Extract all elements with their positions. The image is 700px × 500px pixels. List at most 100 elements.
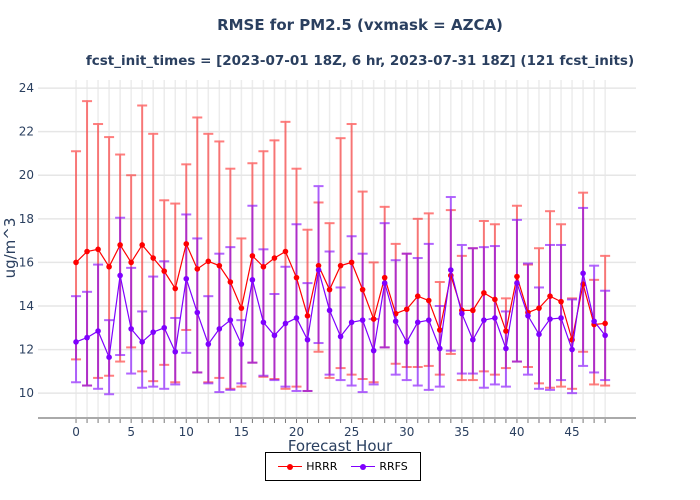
rrfs-point xyxy=(227,317,234,323)
hrrr-point xyxy=(216,262,223,269)
hrrr-point xyxy=(271,255,278,261)
hrrr-point xyxy=(95,246,101,253)
hrrr-point xyxy=(293,274,300,281)
x-tick-label: 25 xyxy=(344,425,359,439)
x-tick-label: 35 xyxy=(454,425,469,439)
y-tick-label: 12 xyxy=(19,343,34,357)
legend-swatch-rrfs xyxy=(351,462,376,472)
rrfs-point xyxy=(304,336,311,343)
hrrr-point xyxy=(602,320,608,327)
chart-subtitle: fcst_init_times = [2023-07-01 18Z, 6 hr,… xyxy=(85,53,635,69)
rrfs-point xyxy=(95,328,101,334)
rrfs-point xyxy=(425,317,432,323)
y-tick-label: 16 xyxy=(19,255,34,269)
rrfs-point xyxy=(481,317,487,323)
hrrr-point xyxy=(205,258,212,265)
hrrr-point xyxy=(514,273,520,280)
hrrr-point xyxy=(106,263,112,270)
rrfs-point xyxy=(569,346,575,353)
rrfs-point xyxy=(117,272,123,279)
rrfs-point xyxy=(238,341,245,347)
hrrr-point xyxy=(414,293,421,299)
hrrr-point xyxy=(172,285,179,292)
rrfs-point xyxy=(315,267,322,273)
y-tick-label: 20 xyxy=(19,168,34,182)
rrfs-point xyxy=(436,345,443,352)
rrfs-point xyxy=(359,317,366,323)
legend-swatch-hrrr xyxy=(278,462,303,472)
rrfs-point xyxy=(348,319,355,326)
rrfs-point xyxy=(139,339,145,345)
hrrr-point xyxy=(536,305,542,311)
hrrr-point xyxy=(161,268,168,274)
legend-item-rrfs: RRFS xyxy=(351,460,408,473)
rrfs-point xyxy=(293,315,300,321)
rrfs-point xyxy=(459,310,465,317)
hrrr-point xyxy=(117,242,123,248)
hrrr-point xyxy=(326,286,333,293)
chart-title: RMSE for PM2.5 (vxmask = AZCA) xyxy=(217,16,503,34)
y-tick-label: 18 xyxy=(19,212,34,226)
legend-item-hrrr: HRRR xyxy=(278,460,337,473)
rrfs-point xyxy=(591,318,597,325)
rrfs-point xyxy=(392,318,399,325)
rrfs-point xyxy=(249,277,256,283)
x-tick-label: 40 xyxy=(509,425,524,439)
rrfs-point xyxy=(106,354,112,360)
hrrr-point xyxy=(315,262,322,269)
rrfs-point xyxy=(602,332,608,339)
hrrr-point xyxy=(238,305,245,311)
hrrr-point xyxy=(403,306,410,313)
rrfs-point xyxy=(580,270,586,277)
hrrr-point xyxy=(282,248,289,255)
rrfs-point xyxy=(558,315,564,321)
rrfs-point xyxy=(370,347,377,354)
rrfs-point xyxy=(216,326,223,332)
rrfs-point xyxy=(326,307,333,314)
x-tick-label: 10 xyxy=(179,425,194,439)
hrrr-point xyxy=(227,279,234,285)
hrrr-point xyxy=(481,290,487,296)
rrfs-point xyxy=(260,319,267,326)
rrfs-error-bars xyxy=(71,185,611,396)
rrfs-point xyxy=(84,334,90,341)
rrfs-point xyxy=(271,332,278,339)
rrfs-point xyxy=(128,326,134,332)
rrfs-point xyxy=(547,316,553,322)
hrrr-point xyxy=(337,262,344,269)
rrfs-point xyxy=(381,280,388,286)
hrrr-point xyxy=(359,286,366,293)
legend-label: RRFS xyxy=(379,460,408,473)
rrfs-point xyxy=(470,336,476,343)
y-tick-label: 22 xyxy=(19,125,34,139)
rrfs-point xyxy=(194,309,201,316)
rrfs-point xyxy=(183,275,190,282)
hrrr-point xyxy=(194,266,201,272)
hrrr-point xyxy=(503,328,509,334)
rrfs-point xyxy=(536,331,542,338)
y-tick-label: 10 xyxy=(19,386,34,400)
rrfs-point xyxy=(150,329,156,335)
hrrr-point xyxy=(558,298,564,305)
y-tick-label: 24 xyxy=(19,81,34,95)
rrfs-point xyxy=(161,324,168,331)
hrrr-point xyxy=(260,263,267,270)
rrfs-point xyxy=(282,320,289,327)
rrfs-point xyxy=(205,341,212,347)
rrfs-point xyxy=(172,348,179,355)
x-tick-label: 0 xyxy=(72,425,80,439)
rrfs-point xyxy=(73,339,79,345)
rrfs-point xyxy=(403,339,410,345)
x-axis-label: Forecast Hour xyxy=(288,437,393,455)
hrrr-point xyxy=(183,241,190,247)
rrfs-point xyxy=(337,333,344,340)
rrfs-point xyxy=(525,312,531,319)
y-tick-label: 14 xyxy=(19,299,34,313)
hrrr-point xyxy=(348,259,355,266)
rrfs-point xyxy=(514,280,520,286)
rrfs-point xyxy=(503,345,509,352)
y-axis-label: ug/m^3 xyxy=(1,218,19,279)
hrrr-point xyxy=(470,307,476,314)
